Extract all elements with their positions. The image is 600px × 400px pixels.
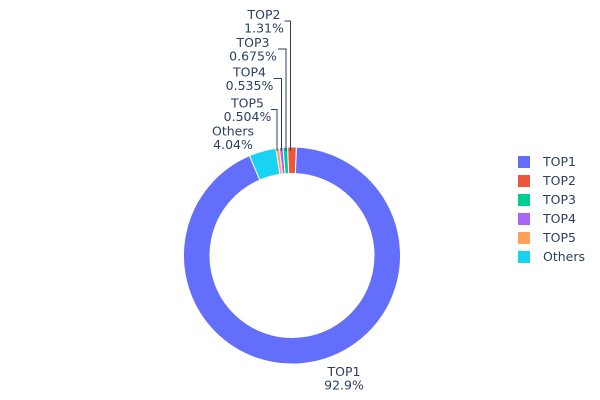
legend-swatch-icon: [518, 232, 530, 244]
legend-item-top3[interactable]: TOP3: [518, 191, 585, 210]
legend-swatch-icon: [518, 175, 530, 188]
legend-item-top1[interactable]: TOP1: [518, 153, 585, 172]
slice-label-others: Others 4.04%: [212, 124, 254, 153]
slice-top3[interactable]: [282, 146, 290, 175]
legend-label: TOP4: [543, 210, 576, 226]
legend: TOP1 TOP2 TOP3 TOP4 TOP5 Others: [518, 153, 585, 266]
legend-label: TOP3: [543, 191, 576, 207]
legend-label: TOP2: [543, 173, 576, 189]
legend-swatch-icon: [518, 194, 530, 207]
legend-label: TOP1: [543, 154, 576, 170]
legend-swatch-icon: [518, 213, 530, 226]
slice-top1[interactable]: [183, 146, 401, 365]
slice-label-top2: TOP2 1.31%: [244, 7, 284, 36]
slice-label-top3: TOP3 0.675%: [229, 35, 277, 64]
legend-label: Others: [543, 248, 586, 264]
legend-item-others[interactable]: Others: [518, 247, 585, 266]
legend-item-top4[interactable]: TOP4: [518, 210, 585, 229]
slice-label-top4: TOP4 0.535%: [226, 65, 274, 94]
leader-line-top5: [271, 109, 278, 151]
legend-swatch-icon: [518, 156, 530, 169]
leader-line-top2: [284, 20, 291, 151]
slice-label-top5: TOP5 0.504%: [224, 96, 272, 125]
legend-item-top5[interactable]: TOP5: [518, 229, 585, 248]
legend-swatch-icon: [518, 250, 530, 263]
legend-label: TOP5: [543, 229, 576, 245]
legend-item-top2[interactable]: TOP2: [518, 172, 585, 191]
leader-line-top4: [273, 78, 282, 151]
leader-line-top3: [278, 48, 287, 151]
slice-label-top1: TOP1 92.9%: [324, 364, 364, 393]
